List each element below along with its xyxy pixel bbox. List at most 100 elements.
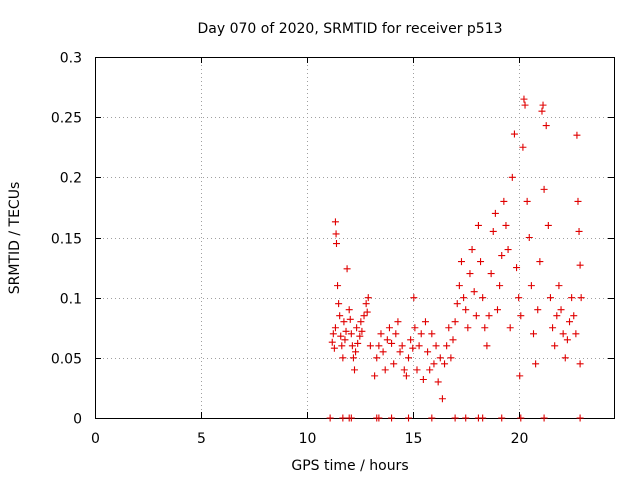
- data-point: [428, 414, 436, 422]
- data-point: [443, 342, 451, 350]
- data-point: [544, 221, 552, 229]
- data-point: [348, 342, 356, 350]
- data-point: [388, 414, 396, 422]
- data-point: [549, 324, 557, 332]
- data-point: [513, 264, 521, 272]
- data-point: [383, 336, 391, 344]
- y-axis-label: SRMTID / TECUs: [7, 182, 23, 295]
- data-points: [326, 95, 585, 422]
- y-tick-label: 0.05: [51, 352, 82, 368]
- data-point: [517, 312, 525, 320]
- x-tick-label: 5: [197, 431, 206, 447]
- data-point: [532, 360, 540, 368]
- data-point: [335, 300, 343, 308]
- data-point: [329, 330, 337, 338]
- data-point: [328, 338, 336, 346]
- data-point: [373, 354, 381, 362]
- data-point: [555, 282, 563, 290]
- data-point: [445, 324, 453, 332]
- data-point: [483, 342, 491, 350]
- data-point: [330, 344, 338, 352]
- data-point: [353, 324, 361, 332]
- data-point: [352, 348, 360, 356]
- data-point: [332, 230, 340, 238]
- data-point: [394, 318, 402, 326]
- gridlines: [95, 57, 614, 418]
- data-point: [342, 327, 350, 335]
- data-point: [487, 270, 495, 278]
- data-point: [421, 318, 429, 326]
- data-point: [525, 234, 533, 241]
- y-tick-label: 0.1: [60, 292, 82, 308]
- data-point: [346, 315, 354, 323]
- data-point: [407, 336, 415, 344]
- data-point: [489, 227, 497, 235]
- data-point: [540, 414, 548, 422]
- data-point: [451, 318, 459, 326]
- data-point: [496, 282, 504, 290]
- data-point: [409, 344, 417, 352]
- data-point: [419, 375, 427, 383]
- y-tick-label: 0.25: [51, 111, 82, 127]
- data-point: [336, 312, 344, 320]
- x-tick-label: 10: [299, 431, 317, 447]
- data-point: [366, 342, 374, 350]
- data-point: [479, 414, 487, 422]
- chart-title: Day 070 of 2020, SRMTID for receiver p51…: [197, 21, 502, 37]
- data-point: [576, 261, 584, 269]
- data-point: [502, 221, 510, 229]
- data-point: [447, 354, 455, 362]
- data-point: [339, 414, 347, 422]
- data-point: [521, 101, 529, 109]
- data-point: [508, 173, 516, 181]
- data-point: [574, 197, 582, 205]
- data-point: [455, 282, 463, 290]
- data-point: [347, 330, 355, 338]
- data-point: [388, 339, 396, 347]
- data-point: [375, 342, 383, 350]
- y-tick-label: 0.15: [51, 232, 82, 248]
- data-point: [385, 324, 393, 332]
- x-tick-label: 20: [511, 431, 529, 447]
- data-point: [347, 414, 355, 422]
- data-point: [377, 330, 385, 338]
- data-point: [460, 294, 468, 302]
- data-point: [485, 312, 493, 320]
- data-point: [477, 258, 485, 266]
- data-point: [424, 348, 432, 356]
- data-point: [576, 414, 584, 422]
- data-point: [410, 294, 418, 302]
- data-point: [551, 342, 559, 350]
- data-point: [474, 221, 482, 229]
- data-point: [573, 131, 581, 139]
- data-point: [557, 306, 565, 314]
- data-point: [362, 300, 370, 308]
- data-point: [326, 414, 334, 422]
- data-point: [498, 414, 506, 422]
- data-point: [402, 372, 410, 380]
- data-point: [364, 294, 372, 302]
- data-point: [516, 372, 524, 380]
- data-point: [400, 366, 408, 374]
- axis-ticks: 0 0.05 0.1 0.15 0.2 0.25 0.3 0 5 10 15 20: [51, 51, 614, 447]
- data-point: [349, 354, 357, 362]
- data-point: [438, 395, 446, 403]
- data-point: [396, 348, 404, 356]
- data-point: [553, 312, 561, 320]
- data-point: [540, 185, 548, 193]
- data-point: [381, 366, 389, 374]
- data-point: [510, 130, 518, 138]
- data-point: [566, 318, 574, 326]
- data-point: [354, 339, 362, 347]
- data-point: [392, 330, 400, 338]
- data-point: [405, 354, 413, 362]
- x-axis-label: GPS time / hours: [291, 458, 408, 474]
- data-point: [462, 306, 470, 314]
- data-point: [351, 366, 358, 374]
- data-point: [449, 336, 457, 344]
- data-point: [343, 265, 351, 273]
- y-tick-label: 0.3: [60, 51, 82, 67]
- data-point: [570, 312, 578, 320]
- data-point: [337, 332, 345, 340]
